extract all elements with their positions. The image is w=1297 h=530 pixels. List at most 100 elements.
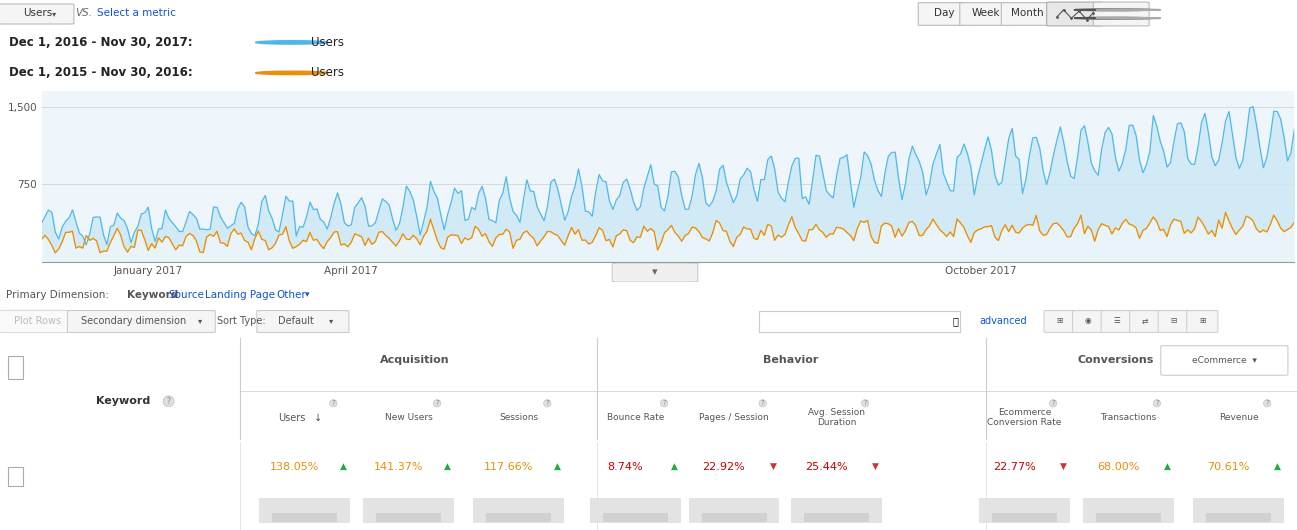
Text: ▼: ▼ [769, 462, 777, 471]
Bar [1206, 513, 1271, 522]
Bar [376, 513, 441, 522]
FancyBboxPatch shape [0, 4, 74, 24]
Text: Source: Source [169, 290, 205, 300]
Bar [603, 513, 668, 522]
Text: ▲: ▲ [444, 462, 451, 471]
Bar [804, 513, 869, 522]
Text: 68.00%: 68.00% [1097, 462, 1139, 472]
Text: ⇄: ⇄ [1143, 316, 1148, 325]
Text: Dec 1, 2015 - Nov 30, 2016:: Dec 1, 2015 - Nov 30, 2016: [9, 66, 193, 80]
Text: Acquisition: Acquisition [380, 356, 450, 366]
Bar [259, 498, 350, 523]
FancyBboxPatch shape [0, 311, 80, 332]
FancyBboxPatch shape [1093, 2, 1149, 26]
Text: Behavior: Behavior [764, 356, 818, 366]
Text: 70.61%: 70.61% [1208, 462, 1249, 472]
FancyBboxPatch shape [1158, 311, 1189, 332]
Text: ▲: ▲ [340, 462, 348, 471]
Bar [979, 498, 1070, 523]
Text: New Users: New Users [385, 413, 432, 422]
Text: Pages / Session: Pages / Session [699, 413, 769, 422]
Text: Keyword: Keyword [96, 396, 150, 406]
Bar [363, 498, 454, 523]
Text: 22.92%: 22.92% [703, 462, 744, 472]
Text: 🔍: 🔍 [953, 316, 958, 326]
FancyBboxPatch shape [257, 311, 349, 332]
Text: 141.37%: 141.37% [374, 462, 423, 472]
Text: ⊟: ⊟ [1171, 316, 1176, 325]
Circle shape [1074, 9, 1152, 11]
Text: Day: Day [934, 8, 955, 19]
Text: Sessions: Sessions [499, 413, 538, 422]
Circle shape [1074, 17, 1152, 19]
Text: ▾: ▾ [329, 316, 333, 325]
Text: Plot Rows: Plot Rows [14, 316, 61, 326]
Bar [272, 513, 337, 522]
Text: ?: ? [332, 400, 335, 407]
Bar [8, 356, 23, 379]
Text: ⊞: ⊞ [1057, 316, 1062, 325]
Text: Dec 1, 2016 - Nov 30, 2017:: Dec 1, 2016 - Nov 30, 2017: [9, 36, 193, 49]
Text: Primary Dimension:: Primary Dimension: [6, 290, 109, 300]
Circle shape [1096, 9, 1161, 11]
Text: ⊞: ⊞ [1200, 316, 1205, 325]
Text: ▲: ▲ [671, 462, 678, 471]
Bar [1096, 513, 1161, 522]
Bar [473, 498, 564, 523]
Bar [486, 513, 551, 522]
Text: ▲: ▲ [554, 462, 562, 471]
Text: ▲: ▲ [1274, 462, 1281, 471]
FancyBboxPatch shape [1047, 2, 1102, 26]
FancyBboxPatch shape [960, 3, 1012, 25]
Circle shape [256, 41, 328, 44]
Text: Default: Default [278, 316, 314, 326]
Text: ?: ? [546, 400, 549, 407]
FancyBboxPatch shape [1187, 311, 1218, 332]
Text: Users: Users [23, 8, 53, 19]
FancyBboxPatch shape [1073, 311, 1104, 332]
Text: Sort Type:: Sort Type: [217, 316, 265, 326]
Text: ?: ? [166, 397, 171, 406]
FancyBboxPatch shape [1044, 311, 1075, 332]
Text: VS.: VS. [75, 8, 92, 19]
Text: ▾: ▾ [305, 290, 309, 299]
Text: ?: ? [1156, 400, 1158, 407]
Bar [8, 466, 23, 486]
Text: ?: ? [1266, 400, 1268, 407]
Bar [1083, 498, 1174, 523]
Bar [689, 498, 779, 523]
Text: Avg. Session
Duration: Avg. Session Duration [808, 408, 865, 427]
Text: Keyword: Keyword [127, 290, 179, 300]
Text: ▾: ▾ [652, 267, 658, 277]
Bar [702, 513, 767, 522]
Text: ↓: ↓ [314, 412, 322, 422]
FancyBboxPatch shape [1101, 311, 1132, 332]
Text: 22.77%: 22.77% [994, 462, 1035, 472]
FancyBboxPatch shape [612, 263, 698, 282]
Text: ?: ? [436, 400, 438, 407]
Text: Secondary dimension: Secondary dimension [80, 316, 187, 326]
Text: ▲: ▲ [1163, 462, 1171, 471]
Text: 25.44%: 25.44% [805, 462, 847, 472]
FancyBboxPatch shape [1130, 311, 1161, 332]
Text: Transactions: Transactions [1100, 413, 1157, 422]
Text: ◉: ◉ [1084, 316, 1092, 325]
Text: Users: Users [311, 36, 344, 49]
FancyBboxPatch shape [67, 311, 215, 332]
Bar [1193, 498, 1284, 523]
Text: Ecommerce
Conversion Rate: Ecommerce Conversion Rate [987, 408, 1062, 427]
Bar [590, 498, 681, 523]
Text: ?: ? [1052, 400, 1054, 407]
FancyBboxPatch shape [1001, 3, 1053, 25]
Text: Bounce Rate: Bounce Rate [607, 413, 664, 422]
Text: ▼: ▼ [872, 462, 879, 471]
Bar [791, 498, 882, 523]
Text: Users: Users [278, 412, 306, 422]
Text: ?: ? [761, 400, 764, 407]
Bar [759, 311, 960, 332]
Text: ☰: ☰ [1113, 316, 1121, 325]
Text: eCommerce  ▾: eCommerce ▾ [1192, 356, 1257, 365]
Text: ?: ? [663, 400, 665, 407]
Text: Revenue: Revenue [1219, 413, 1258, 422]
Circle shape [1096, 17, 1161, 19]
